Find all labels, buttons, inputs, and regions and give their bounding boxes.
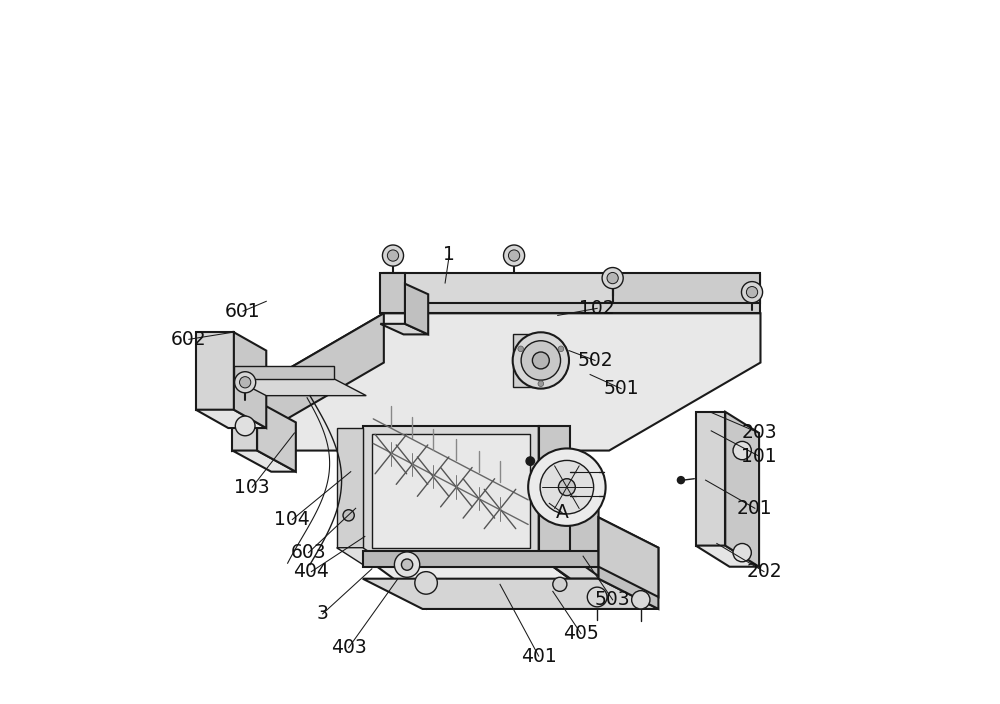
Text: 104: 104 [274, 510, 310, 529]
Polygon shape [513, 334, 534, 387]
Text: 1: 1 [443, 246, 455, 264]
Circle shape [382, 245, 404, 266]
Circle shape [558, 346, 564, 352]
Circle shape [538, 381, 544, 386]
Circle shape [343, 510, 354, 521]
Polygon shape [384, 273, 613, 303]
Circle shape [526, 457, 534, 465]
Text: 3: 3 [317, 605, 329, 623]
Text: 405: 405 [563, 624, 599, 643]
Text: 404: 404 [293, 562, 329, 581]
Text: 601: 601 [225, 302, 261, 320]
Polygon shape [539, 426, 570, 556]
Circle shape [508, 250, 520, 261]
Text: 602: 602 [171, 330, 207, 348]
Polygon shape [613, 273, 760, 303]
Circle shape [235, 372, 256, 393]
Circle shape [553, 577, 567, 591]
Polygon shape [234, 379, 366, 396]
Polygon shape [337, 428, 363, 548]
Polygon shape [363, 551, 599, 567]
Polygon shape [234, 332, 266, 428]
Text: 103: 103 [234, 478, 270, 496]
Circle shape [394, 552, 420, 577]
Polygon shape [257, 401, 296, 472]
Polygon shape [372, 434, 530, 548]
Polygon shape [337, 548, 393, 567]
Text: 102: 102 [579, 299, 615, 318]
Text: 203: 203 [741, 424, 777, 442]
Circle shape [587, 587, 607, 607]
Circle shape [513, 332, 569, 389]
Circle shape [746, 287, 758, 298]
Circle shape [415, 572, 437, 594]
Text: 603: 603 [291, 543, 326, 562]
Circle shape [677, 477, 684, 484]
Text: 501: 501 [603, 379, 639, 398]
Polygon shape [232, 401, 257, 451]
Text: A: A [556, 503, 568, 522]
Circle shape [240, 377, 251, 388]
Polygon shape [539, 556, 602, 579]
Circle shape [607, 272, 618, 284]
Text: 502: 502 [577, 351, 613, 370]
Polygon shape [405, 284, 428, 334]
Polygon shape [196, 410, 266, 428]
Circle shape [528, 448, 606, 526]
Text: 401: 401 [521, 647, 557, 665]
Circle shape [504, 245, 525, 266]
Circle shape [521, 341, 561, 380]
Polygon shape [380, 324, 428, 334]
Polygon shape [232, 313, 384, 451]
Polygon shape [599, 517, 658, 597]
Circle shape [540, 460, 594, 514]
Polygon shape [196, 332, 234, 410]
Text: 201: 201 [737, 499, 773, 517]
Circle shape [632, 591, 650, 609]
Polygon shape [696, 412, 725, 546]
Polygon shape [539, 426, 599, 600]
Polygon shape [363, 579, 658, 609]
Polygon shape [363, 426, 539, 556]
Circle shape [733, 441, 751, 460]
Circle shape [532, 352, 549, 369]
Circle shape [387, 250, 399, 261]
Polygon shape [363, 556, 599, 600]
Polygon shape [725, 412, 759, 567]
Polygon shape [232, 451, 296, 472]
Polygon shape [696, 546, 759, 567]
Circle shape [733, 543, 751, 562]
Polygon shape [599, 517, 658, 609]
Circle shape [741, 282, 763, 303]
Polygon shape [234, 366, 334, 379]
Circle shape [602, 268, 623, 289]
Text: 101: 101 [741, 447, 777, 465]
Polygon shape [384, 275, 760, 313]
Circle shape [401, 559, 413, 570]
Circle shape [518, 346, 524, 352]
Polygon shape [380, 273, 405, 313]
Text: 503: 503 [595, 591, 630, 609]
Text: 403: 403 [331, 639, 367, 657]
Polygon shape [232, 313, 760, 451]
Circle shape [558, 479, 575, 496]
Circle shape [235, 416, 255, 436]
Text: 202: 202 [746, 562, 782, 581]
